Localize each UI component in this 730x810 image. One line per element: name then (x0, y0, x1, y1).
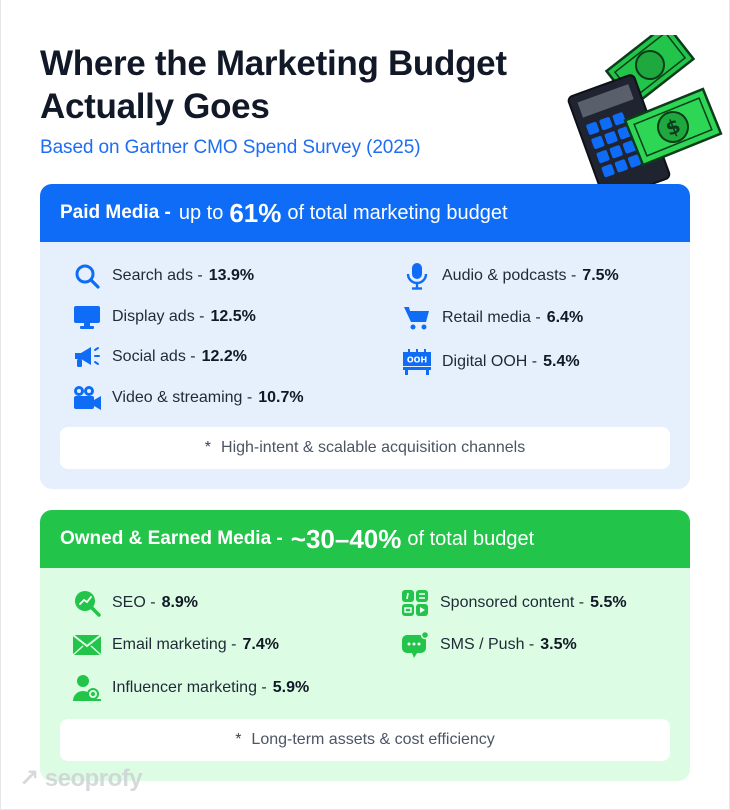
item-label: Display ads - (112, 308, 205, 325)
list-item: Retail media - 6.4% (402, 303, 583, 333)
item-value: 3.5% (540, 636, 577, 653)
item-value: 5.4% (543, 353, 580, 370)
list-item: SEO - 8.9% (72, 588, 198, 618)
logo-text: seoprofy (44, 765, 143, 792)
list-item: Email marketing - 7.4% (72, 630, 279, 660)
list-item: Search ads - 13.9% (72, 261, 254, 291)
paid-media-prefix: up to (178, 201, 224, 224)
item-value: 5.9% (272, 679, 310, 696)
paid-media-suffix: of total marketing budget (287, 201, 508, 224)
list-item: Video & streaming - 10.7% (72, 383, 304, 413)
item-label: Email marketing - (112, 636, 237, 653)
envelope-icon (72, 630, 102, 660)
list-item: Display ads - 12.5% (72, 302, 256, 332)
owned-media-note: * Long-term assets & cost efficiency (60, 719, 670, 761)
video-camera-icon (72, 383, 102, 413)
note-marker: * (204, 439, 212, 456)
item-value: 6.4% (546, 309, 584, 326)
item-value: 5.5% (590, 594, 627, 611)
note-text: Long-term assets & cost efficiency (251, 731, 495, 748)
item-label: Influencer marketing - (112, 679, 267, 696)
search-icon (72, 261, 102, 291)
paid-media-percent: 61% (229, 197, 282, 228)
item-label: Audio & podcasts - (442, 267, 577, 284)
item-label: SEO - (112, 594, 156, 611)
item-value: 13.9% (208, 267, 255, 284)
chat-notification-icon (400, 630, 430, 660)
list-item: SMS / Push - 3.5% (400, 630, 577, 660)
item-value: 7.5% (582, 267, 619, 284)
paid-media-note: * High-intent & scalable acquisition cha… (60, 427, 670, 469)
seoprofy-logo: ↗ seoprofy (19, 764, 143, 793)
owned-media-header: Owned & Earned Media - ~30–40% of total … (40, 510, 690, 568)
note-marker: * (235, 731, 242, 748)
owned-media-card: Owned & Earned Media - ~30–40% of total … (40, 510, 690, 781)
paid-media-card: Paid Media - up to 61% of total marketin… (40, 184, 690, 489)
shopping-cart-icon (402, 303, 432, 333)
item-value: 10.7% (258, 389, 304, 406)
page-subtitle: Based on Gartner CMO Spend Survey (2025) (40, 137, 421, 158)
item-value: 8.9% (161, 594, 199, 611)
megaphone-icon (72, 342, 102, 372)
paid-media-label: Paid Media - (60, 202, 171, 223)
item-value: 12.5% (210, 308, 256, 325)
calculator-and-cash-icon: $ (567, 35, 723, 185)
svg-text:OOH: OOH (407, 356, 427, 365)
item-label: Retail media - (442, 309, 541, 326)
list-item: Audio & podcasts - 7.5% (402, 261, 619, 291)
owned-media-percent: ~30–40% (290, 523, 402, 554)
owned-media-label: Owned & Earned Media - (60, 528, 283, 549)
item-label: SMS / Push - (440, 636, 535, 653)
list-item: Social ads - 12.2% (72, 342, 247, 372)
monitor-icon (72, 302, 102, 332)
item-value: 12.2% (201, 348, 247, 365)
billboard-icon: OOH (402, 347, 432, 377)
item-label: Digital OOH - (442, 353, 538, 370)
list-item: Sponsored content - 5.5% (400, 588, 627, 618)
paid-media-header: Paid Media - up to 61% of total marketin… (40, 184, 690, 242)
seo-magnifier-icon (72, 588, 102, 618)
page-title: Where the Marketing Budget Actually Goes (40, 44, 507, 126)
logo-arrow-icon: ↗ (19, 765, 39, 792)
item-label: Video & streaming - (112, 389, 253, 406)
list-item: OOH Digital OOH - 5.4% (402, 347, 580, 377)
owned-media-suffix: of total budget (407, 527, 535, 550)
item-label: Sponsored content - (440, 594, 585, 611)
list-item: Influencer marketing - 5.9% (72, 673, 309, 703)
note-text: High-intent & scalable acquisition chann… (221, 439, 526, 456)
influencer-icon (72, 673, 102, 703)
item-label: Search ads - (112, 267, 203, 284)
content-grid-icon (400, 588, 430, 618)
item-value: 7.4% (242, 636, 279, 653)
item-label: Social ads - (112, 348, 196, 365)
microphone-icon (402, 261, 432, 291)
